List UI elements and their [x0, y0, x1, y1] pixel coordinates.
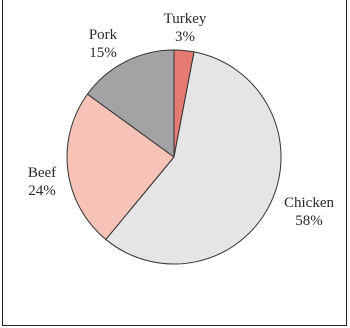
label-pork-value: 15% [89, 45, 117, 61]
label-beef-name: Beef [28, 165, 56, 181]
label-turkey-name: Turkey [164, 11, 207, 27]
label-chicken-value: 58% [295, 213, 323, 229]
label-chicken-name: Chicken [284, 195, 334, 211]
label-beef-value: 24% [28, 183, 56, 199]
slice-chicken [105, 51, 282, 265]
slice-pork [86, 49, 175, 158]
label-pork-name: Pork [89, 27, 118, 43]
slice-beef [66, 93, 175, 240]
label-turkey-value: 3% [175, 29, 195, 45]
pie-slices [66, 49, 282, 265]
